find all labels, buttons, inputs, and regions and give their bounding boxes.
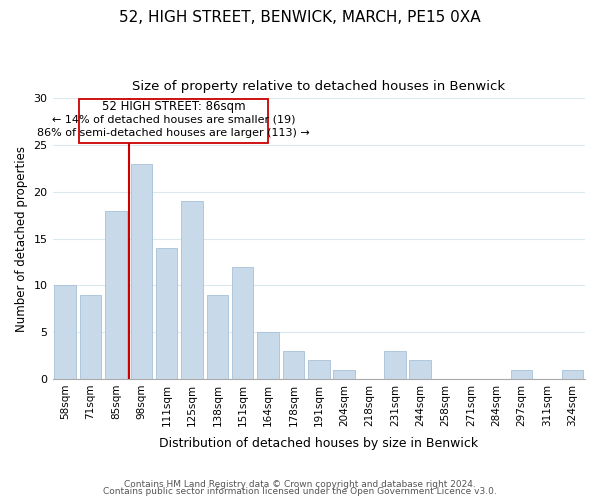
X-axis label: Distribution of detached houses by size in Benwick: Distribution of detached houses by size … bbox=[159, 437, 478, 450]
Y-axis label: Number of detached properties: Number of detached properties bbox=[15, 146, 28, 332]
Text: 52 HIGH STREET: 86sqm: 52 HIGH STREET: 86sqm bbox=[102, 100, 245, 114]
Bar bbox=[308, 360, 329, 379]
Bar bbox=[562, 370, 583, 379]
Text: Contains HM Land Registry data © Crown copyright and database right 2024.: Contains HM Land Registry data © Crown c… bbox=[124, 480, 476, 489]
Bar bbox=[55, 286, 76, 379]
Bar bbox=[131, 164, 152, 379]
Bar bbox=[334, 370, 355, 379]
Bar bbox=[80, 294, 101, 379]
Title: Size of property relative to detached houses in Benwick: Size of property relative to detached ho… bbox=[132, 80, 505, 93]
Bar bbox=[181, 201, 203, 379]
Bar bbox=[283, 351, 304, 379]
FancyBboxPatch shape bbox=[79, 100, 268, 143]
Bar bbox=[257, 332, 279, 379]
Text: 86% of semi-detached houses are larger (113) →: 86% of semi-detached houses are larger (… bbox=[37, 128, 310, 138]
Text: 52, HIGH STREET, BENWICK, MARCH, PE15 0XA: 52, HIGH STREET, BENWICK, MARCH, PE15 0X… bbox=[119, 10, 481, 25]
Bar bbox=[105, 210, 127, 379]
Text: ← 14% of detached houses are smaller (19): ← 14% of detached houses are smaller (19… bbox=[52, 115, 295, 125]
Bar bbox=[409, 360, 431, 379]
Bar bbox=[384, 351, 406, 379]
Bar bbox=[232, 266, 253, 379]
Bar bbox=[206, 294, 228, 379]
Text: Contains public sector information licensed under the Open Government Licence v3: Contains public sector information licen… bbox=[103, 488, 497, 496]
Bar bbox=[511, 370, 532, 379]
Bar bbox=[156, 248, 178, 379]
